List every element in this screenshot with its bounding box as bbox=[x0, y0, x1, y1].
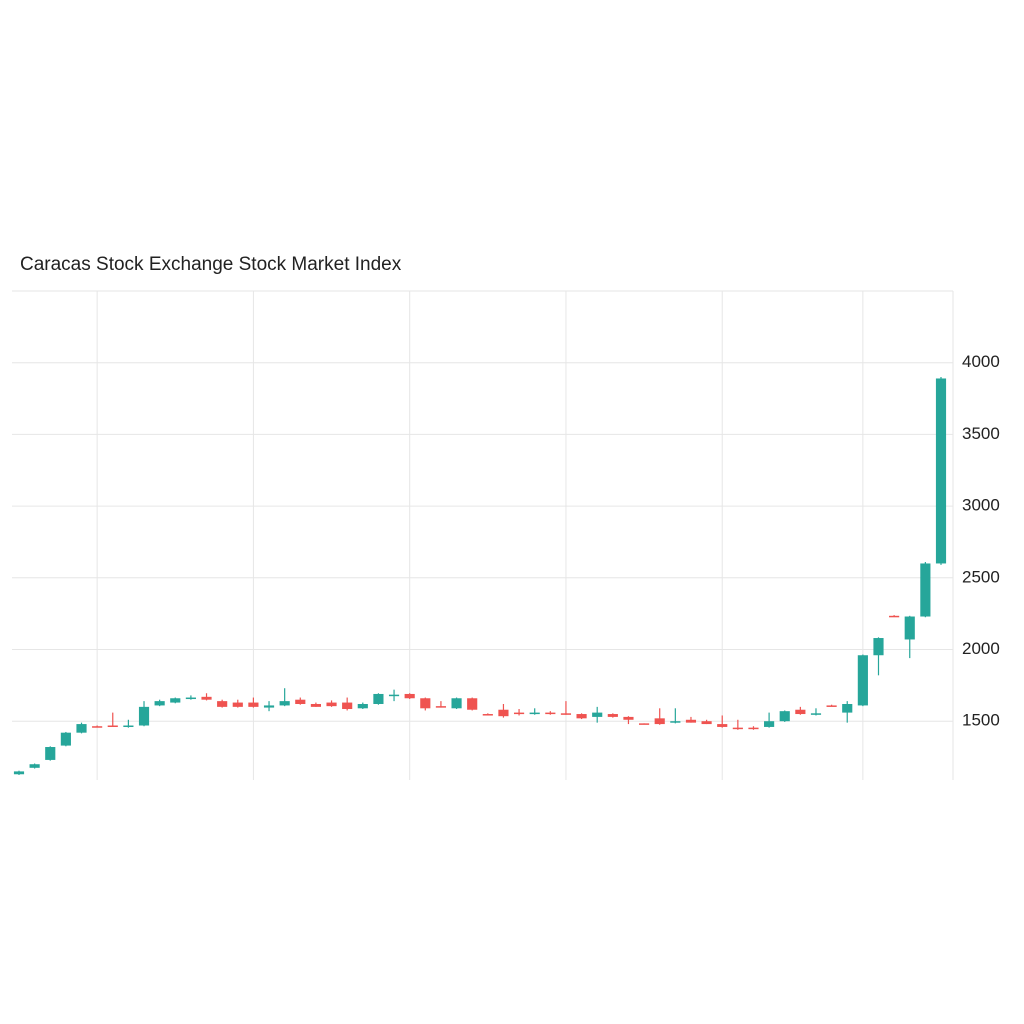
candle-body bbox=[764, 721, 775, 727]
candle-body bbox=[592, 712, 603, 717]
candle-body bbox=[873, 638, 884, 656]
candle-body bbox=[248, 702, 259, 707]
y-tick-label: 2000 bbox=[962, 639, 1000, 658]
candle-body bbox=[60, 732, 71, 746]
candle-body bbox=[45, 747, 56, 760]
candle-body bbox=[482, 714, 493, 716]
candle-body bbox=[76, 724, 87, 733]
candle-body bbox=[342, 702, 353, 710]
y-tick-label: 3000 bbox=[962, 496, 1000, 515]
candle-body bbox=[388, 694, 400, 697]
candle-body bbox=[29, 764, 40, 768]
candle-body bbox=[310, 703, 321, 707]
y-tick-label: 4000 bbox=[962, 352, 1000, 371]
candle-body bbox=[467, 698, 478, 710]
y-tick-label: 3500 bbox=[962, 424, 1000, 443]
candle-body bbox=[717, 724, 728, 727]
candle-body bbox=[670, 721, 681, 723]
candle-body bbox=[685, 719, 697, 723]
candle-body bbox=[654, 718, 665, 725]
candle-body bbox=[779, 711, 790, 722]
candle-body bbox=[373, 693, 384, 704]
candle-body bbox=[217, 701, 228, 707]
candle-body bbox=[435, 706, 447, 708]
candle-body bbox=[295, 699, 306, 704]
candle-body bbox=[810, 713, 822, 715]
candle-body bbox=[545, 712, 556, 715]
candle-body bbox=[107, 725, 118, 728]
candle-body bbox=[732, 727, 743, 730]
candle-body bbox=[279, 701, 290, 706]
candle-body bbox=[154, 701, 165, 706]
candle-body bbox=[701, 721, 712, 725]
candle-body bbox=[404, 693, 415, 699]
chart-title: Caracas Stock Exchange Stock Market Inde… bbox=[20, 254, 402, 275]
candle-body bbox=[889, 615, 900, 618]
candle-body bbox=[123, 725, 134, 728]
candle-body bbox=[607, 714, 618, 717]
candle-body bbox=[748, 727, 759, 730]
candle-body bbox=[92, 726, 103, 728]
candle-body bbox=[826, 705, 837, 707]
candle-body bbox=[138, 706, 150, 726]
candle-body bbox=[529, 712, 540, 715]
candle-body bbox=[357, 703, 368, 709]
candle-body bbox=[170, 698, 181, 703]
candle-body bbox=[842, 703, 853, 713]
candle-body bbox=[623, 716, 634, 720]
candle-body bbox=[513, 712, 525, 715]
candle-body bbox=[904, 616, 915, 640]
y-tick-label: 2500 bbox=[962, 567, 1000, 586]
candle-body bbox=[857, 655, 868, 706]
candle-body bbox=[326, 702, 337, 707]
candle-body bbox=[498, 709, 509, 717]
candle-body bbox=[935, 378, 947, 564]
y-tick-label: 1500 bbox=[962, 711, 1000, 730]
candle-body bbox=[420, 698, 431, 709]
candle-body bbox=[185, 697, 196, 700]
candle-body bbox=[451, 698, 462, 709]
candle-body bbox=[13, 771, 25, 775]
candle-body bbox=[263, 705, 275, 708]
candle-body bbox=[201, 696, 212, 700]
candle-body bbox=[232, 702, 243, 707]
candle-body bbox=[576, 714, 587, 719]
candle-body bbox=[795, 709, 806, 715]
candle-body bbox=[560, 713, 572, 715]
candle-body bbox=[920, 563, 931, 617]
candle-body bbox=[639, 723, 650, 725]
